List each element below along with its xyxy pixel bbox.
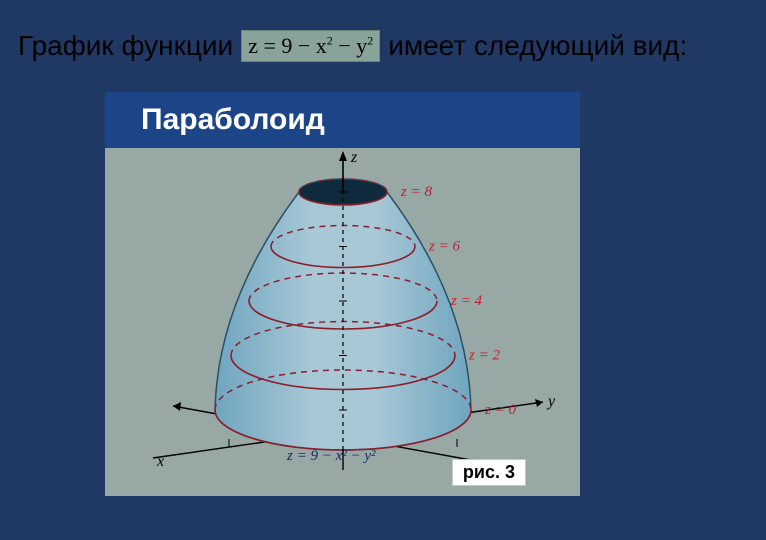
card-title: Параболоид [105,92,580,148]
svg-text:z: z [350,149,358,166]
svg-text:x: x [156,453,164,470]
svg-text:z = 0: z = 0 [484,402,516,418]
figure-area: z = 0 z = 2 z = 4 z = 6 z = 8 z y x z = 9 − x² −… [105,148,580,496]
figure-card: Параболоид z = 0z = 2z = 4z = 6z = 8zyxz… [105,92,580,496]
svg-text:z = 4: z = 4 [450,293,482,309]
heading-formula: z = 9 − x2 − y2 [241,30,380,62]
paraboloid-figure: z = 0 z = 2 z = 4 z = 6 z = 8 z y x z = 9 − x² −… [105,148,580,496]
heading-left: График функции [18,30,233,62]
svg-text:z = 9 − x² − y²: z = 9 − x² − y² [286,448,376,464]
svg-text:z = 8: z = 8 [400,184,432,200]
svg-text:y: y [546,393,556,410]
svg-text:z = 2: z = 2 [468,348,500,364]
heading-line: График функции z = 9 − x2 − y2 имеет сле… [18,26,748,66]
heading-right: имеет следующий вид: [388,30,687,62]
svg-text:z = 6: z = 6 [428,239,460,255]
figure-caption: рис. 3 [452,459,526,486]
